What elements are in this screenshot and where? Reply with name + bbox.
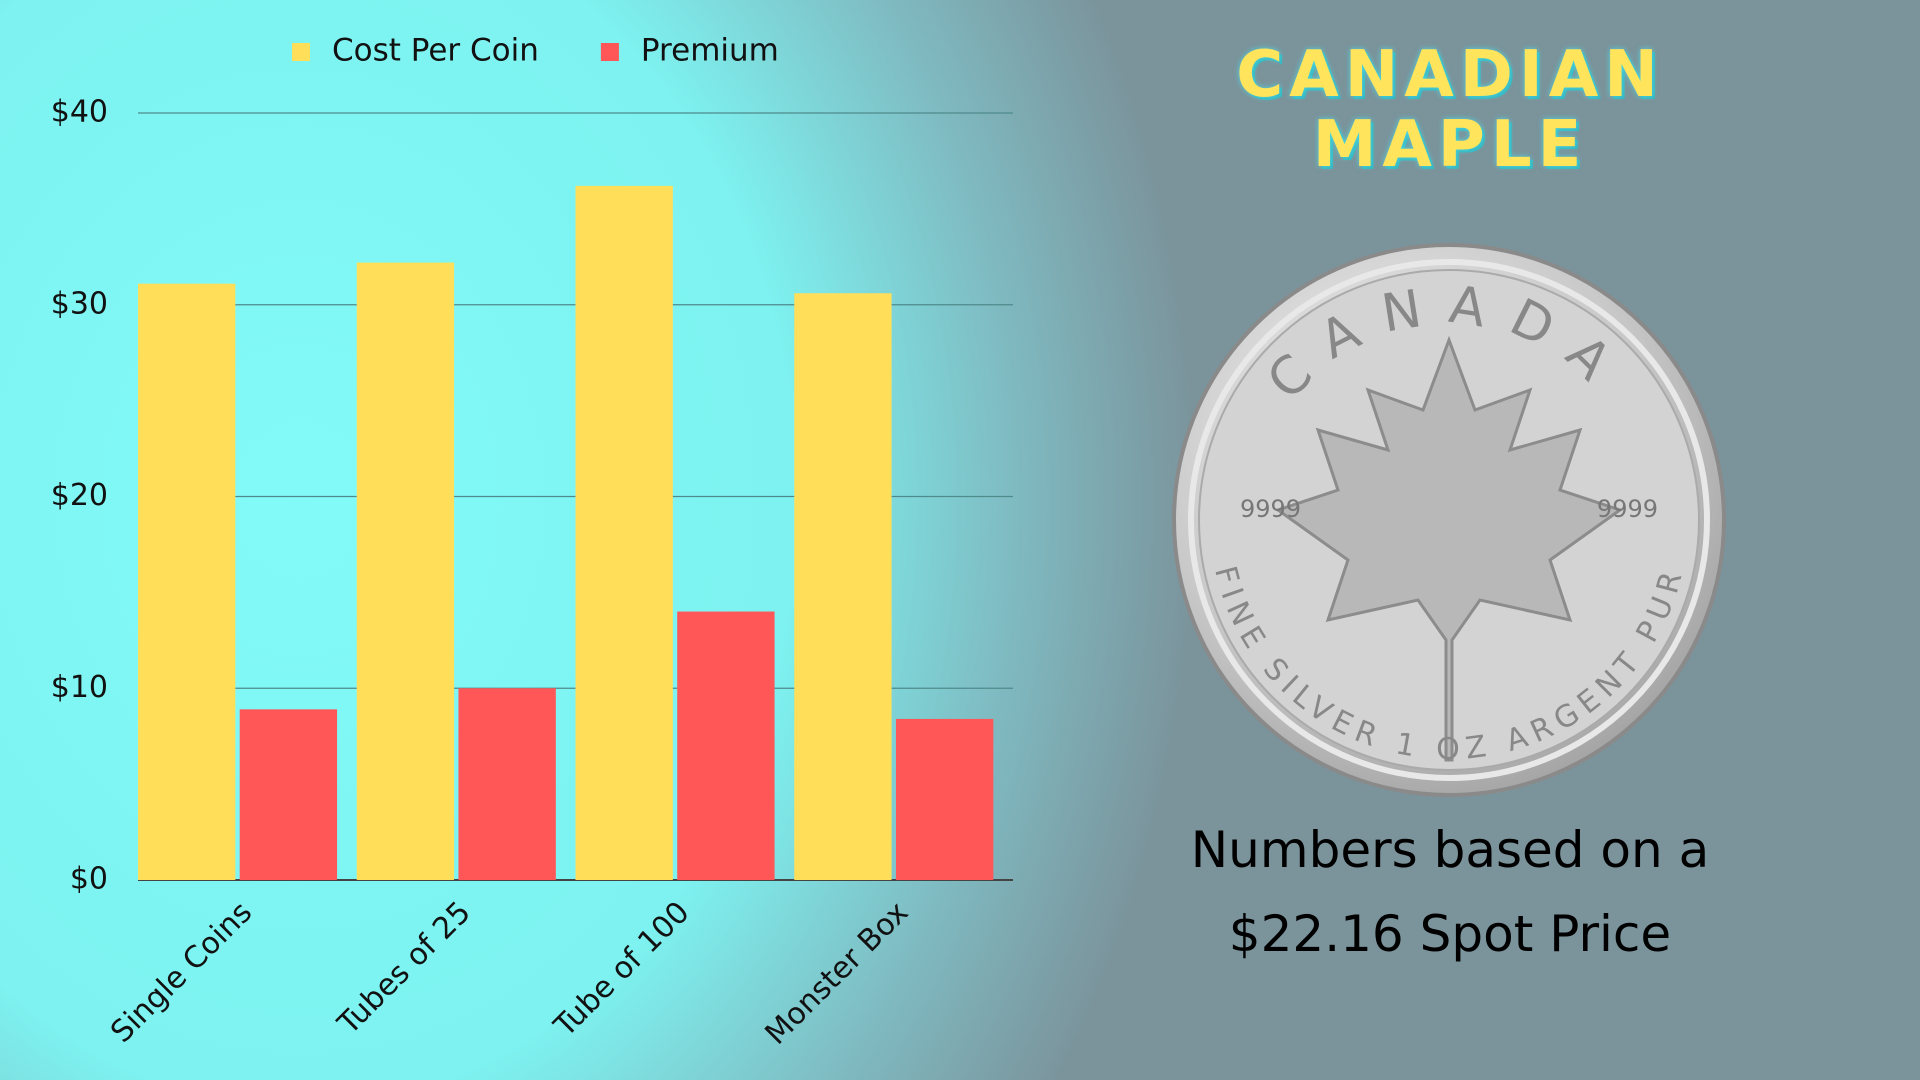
legend-label: Premium — [641, 33, 779, 69]
legend-swatch — [600, 43, 619, 61]
x-tick-label: Monster Box — [758, 895, 915, 1052]
bar — [239, 709, 338, 880]
x-tick-label: Tube of 100 — [547, 895, 697, 1045]
y-tick-label: $40 — [51, 95, 108, 130]
coin: CANADA FINE SILVER 1 OZ ARGENT PUR 9999 … — [1172, 243, 1726, 797]
title: CANADIAN MAPLE — [1236, 38, 1664, 182]
bar — [356, 262, 455, 880]
y-tick-label: $30 — [51, 286, 108, 321]
caption: Numbers based on a $22.16 Spot Price — [1190, 821, 1710, 963]
y-tick-label: $20 — [51, 478, 108, 513]
legend-swatch — [292, 43, 310, 61]
bar — [677, 611, 775, 880]
bar — [458, 688, 556, 880]
x-tick-label: Tubes of 25 — [331, 895, 478, 1042]
bar — [575, 185, 673, 881]
coin-purity: 9999 — [1597, 495, 1658, 523]
y-tick-label: $0 — [70, 862, 108, 897]
bar — [895, 718, 994, 880]
legend-label: Cost Per Coin — [332, 33, 539, 69]
coin-purity: 9999 — [1240, 495, 1301, 523]
x-tick-label: Single Coins — [104, 895, 259, 1050]
y-tick-label: $10 — [51, 670, 108, 705]
bar — [794, 293, 892, 880]
bar — [138, 283, 236, 881]
